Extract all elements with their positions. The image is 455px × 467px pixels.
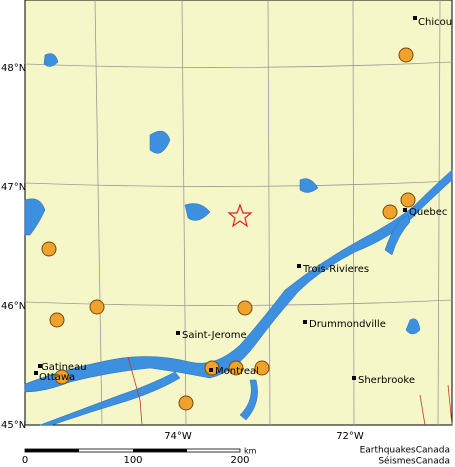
lat-label: 47°N: [1, 182, 26, 193]
cities: Chicou Quebec Trois-Rivieres Drummondvil…: [34, 16, 452, 386]
water: [24, 53, 453, 426]
scale-label: 100: [123, 455, 142, 466]
scale-bar: 0 100 200 km: [22, 447, 257, 467]
city-label: Montreal: [215, 366, 259, 377]
earthquakes: [41, 47, 416, 411]
city-marker: [403, 208, 407, 212]
city-marker: [209, 368, 213, 372]
longitude-labels: 74°W 72°W: [164, 431, 364, 442]
city-label: Saint-Jerome: [182, 330, 247, 341]
city-label: Gatineau: [41, 362, 87, 373]
scale-label: 0: [22, 455, 28, 466]
quake: [382, 204, 398, 220]
quake: [254, 360, 270, 376]
lon-label: 74°W: [164, 431, 192, 442]
city-marker: [352, 376, 356, 380]
city-marker: [303, 320, 307, 324]
city-marker: [34, 371, 38, 375]
quake: [54, 369, 70, 385]
graticule: [24, 0, 453, 426]
credit: EarthquakesCanada: [360, 446, 450, 456]
city-marker: [38, 364, 42, 368]
credit: SéismesCanada: [378, 456, 450, 467]
latitude-labels: 48°N 47°N 46°N 45°N: [1, 63, 26, 431]
city-label: Ottawa: [39, 372, 75, 383]
city-marker: [297, 264, 301, 268]
city-marker: [176, 331, 180, 335]
quake: [237, 300, 253, 316]
city-label: Sherbrooke: [358, 375, 415, 386]
quake: [41, 241, 57, 257]
quake: [49, 312, 65, 328]
lat-label: 46°N: [1, 301, 26, 312]
quake: [398, 47, 414, 63]
scale-unit: km: [244, 447, 257, 456]
quake: [178, 395, 194, 411]
quake: [228, 360, 244, 376]
city-label: Quebec: [409, 207, 447, 218]
lat-label: 48°N: [1, 63, 26, 74]
lon-label: 72°W: [336, 431, 364, 442]
city-marker: [413, 16, 417, 20]
border: [127, 356, 453, 426]
city-label: Trois-Rivieres: [302, 264, 369, 275]
city-label: Drummondville: [309, 319, 386, 330]
city-label: Chicou: [418, 17, 452, 28]
epicenter-star: [227, 203, 253, 228]
lat-label: 45°N: [1, 420, 26, 431]
scale-label: 200: [230, 455, 249, 466]
quake: [89, 299, 105, 315]
quake: [400, 192, 416, 208]
